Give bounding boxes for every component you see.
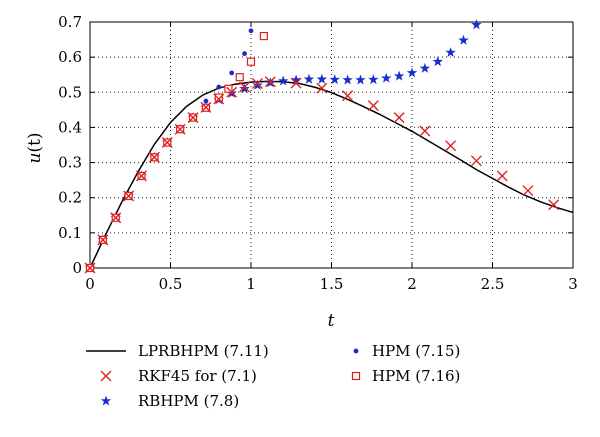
legend-swatch-x (100, 370, 112, 382)
point-x (393, 112, 405, 124)
point-star (381, 72, 392, 83)
legend-label: HPM (7.16) (372, 367, 460, 385)
point-square (214, 93, 223, 102)
grid (90, 22, 573, 268)
legend-label: RBHPM (7.8) (138, 392, 239, 410)
point-star (458, 34, 469, 45)
legend-swatch-star (100, 395, 112, 406)
x-tick-label: 1.5 (320, 275, 344, 293)
y-axis-title-arg: (t) (25, 132, 45, 152)
point-x (264, 76, 276, 88)
point-star (368, 74, 379, 85)
x-tick-label: 1 (246, 275, 256, 293)
point-dot (229, 70, 235, 76)
point-x (174, 123, 186, 135)
point-star (355, 74, 366, 85)
point-x (213, 93, 225, 105)
point-x (239, 81, 251, 93)
x-ticks: 0 0.5 1 1.5 2 2.5 3 (85, 22, 578, 293)
point-x (97, 234, 109, 246)
y-tick-label: 0 (72, 259, 82, 277)
point-x (84, 262, 96, 274)
legend-label: HPM (7.15) (372, 342, 460, 360)
legend-item: HPM (7.16) (351, 367, 460, 385)
x-axis-title: t (328, 311, 335, 331)
legend: LPRBHPM (7.11) RKF45 for (7.1) RBHPM (7.8)… (86, 342, 460, 410)
point-star (393, 70, 405, 81)
x-tick-label: 0 (85, 275, 95, 293)
point-star (303, 73, 315, 84)
point-square (259, 31, 268, 41)
y-tick-label: 0.2 (58, 189, 82, 207)
point-dot (248, 28, 254, 34)
point-x (123, 190, 135, 202)
legend-item: RKF45 for (7.1) (100, 367, 257, 385)
point-x (251, 78, 263, 89)
point-x (316, 82, 328, 94)
point-star (342, 74, 353, 85)
point-star (316, 73, 328, 84)
y-axis-title: u(t) (25, 132, 45, 163)
series-group (84, 19, 574, 274)
point-x (522, 185, 534, 197)
point-x (548, 199, 560, 211)
point-x (496, 170, 508, 182)
legend-swatch-dot (353, 348, 359, 354)
point-x (110, 212, 122, 224)
point-x (470, 155, 482, 167)
x-tick-label: 0.5 (159, 275, 183, 293)
point-x (290, 77, 302, 89)
point-x (445, 140, 457, 152)
point-x (136, 170, 148, 182)
legend-item: LPRBHPM (7.11) (86, 342, 269, 360)
y-axis-title-main: u (25, 153, 45, 164)
point-star (419, 62, 431, 73)
legend-item: HPM (7.15) (353, 342, 460, 360)
point-star (277, 75, 289, 86)
y-tick-label: 0.5 (58, 83, 82, 101)
x-tick-label: 2 (407, 275, 417, 293)
point-star (252, 79, 263, 90)
point-x (367, 100, 379, 112)
point-dot (203, 98, 209, 104)
y-tick-label: 0.4 (58, 118, 82, 136)
series-line-lprbhpm (89, 80, 574, 269)
y-tick-label: 0.6 (58, 48, 82, 66)
y-tick-label: 0.3 (58, 154, 82, 172)
point-star (445, 47, 456, 58)
point-star (290, 74, 302, 85)
point-x (200, 101, 212, 113)
legend-item: RBHPM (7.8) (100, 392, 239, 410)
point-dot (242, 51, 247, 57)
point-x (419, 125, 431, 137)
point-star (471, 19, 482, 30)
legend-label: LPRBHPM (7.11) (138, 342, 269, 360)
point-x (148, 151, 160, 163)
point-x (342, 90, 354, 102)
point-square (246, 57, 256, 66)
point-square (235, 73, 244, 82)
x-tick-label: 2.5 (481, 275, 505, 293)
y-tick-label: 0.1 (58, 224, 82, 242)
point-x (187, 112, 199, 124)
y-ticks: 0 0.1 0.2 0.3 0.4 0.5 0.6 0.7 (58, 13, 573, 277)
y-tick-label: 0.7 (58, 13, 82, 31)
legend-swatch-square (351, 371, 361, 381)
point-star (432, 56, 443, 67)
point-star (406, 67, 418, 78)
point-star (329, 74, 340, 85)
point-dot (216, 84, 222, 90)
point-x (226, 86, 238, 98)
x-tick-label: 3 (568, 275, 578, 293)
point-star (239, 83, 250, 94)
legend-label: RKF45 for (7.1) (138, 367, 257, 385)
point-x (161, 137, 173, 149)
